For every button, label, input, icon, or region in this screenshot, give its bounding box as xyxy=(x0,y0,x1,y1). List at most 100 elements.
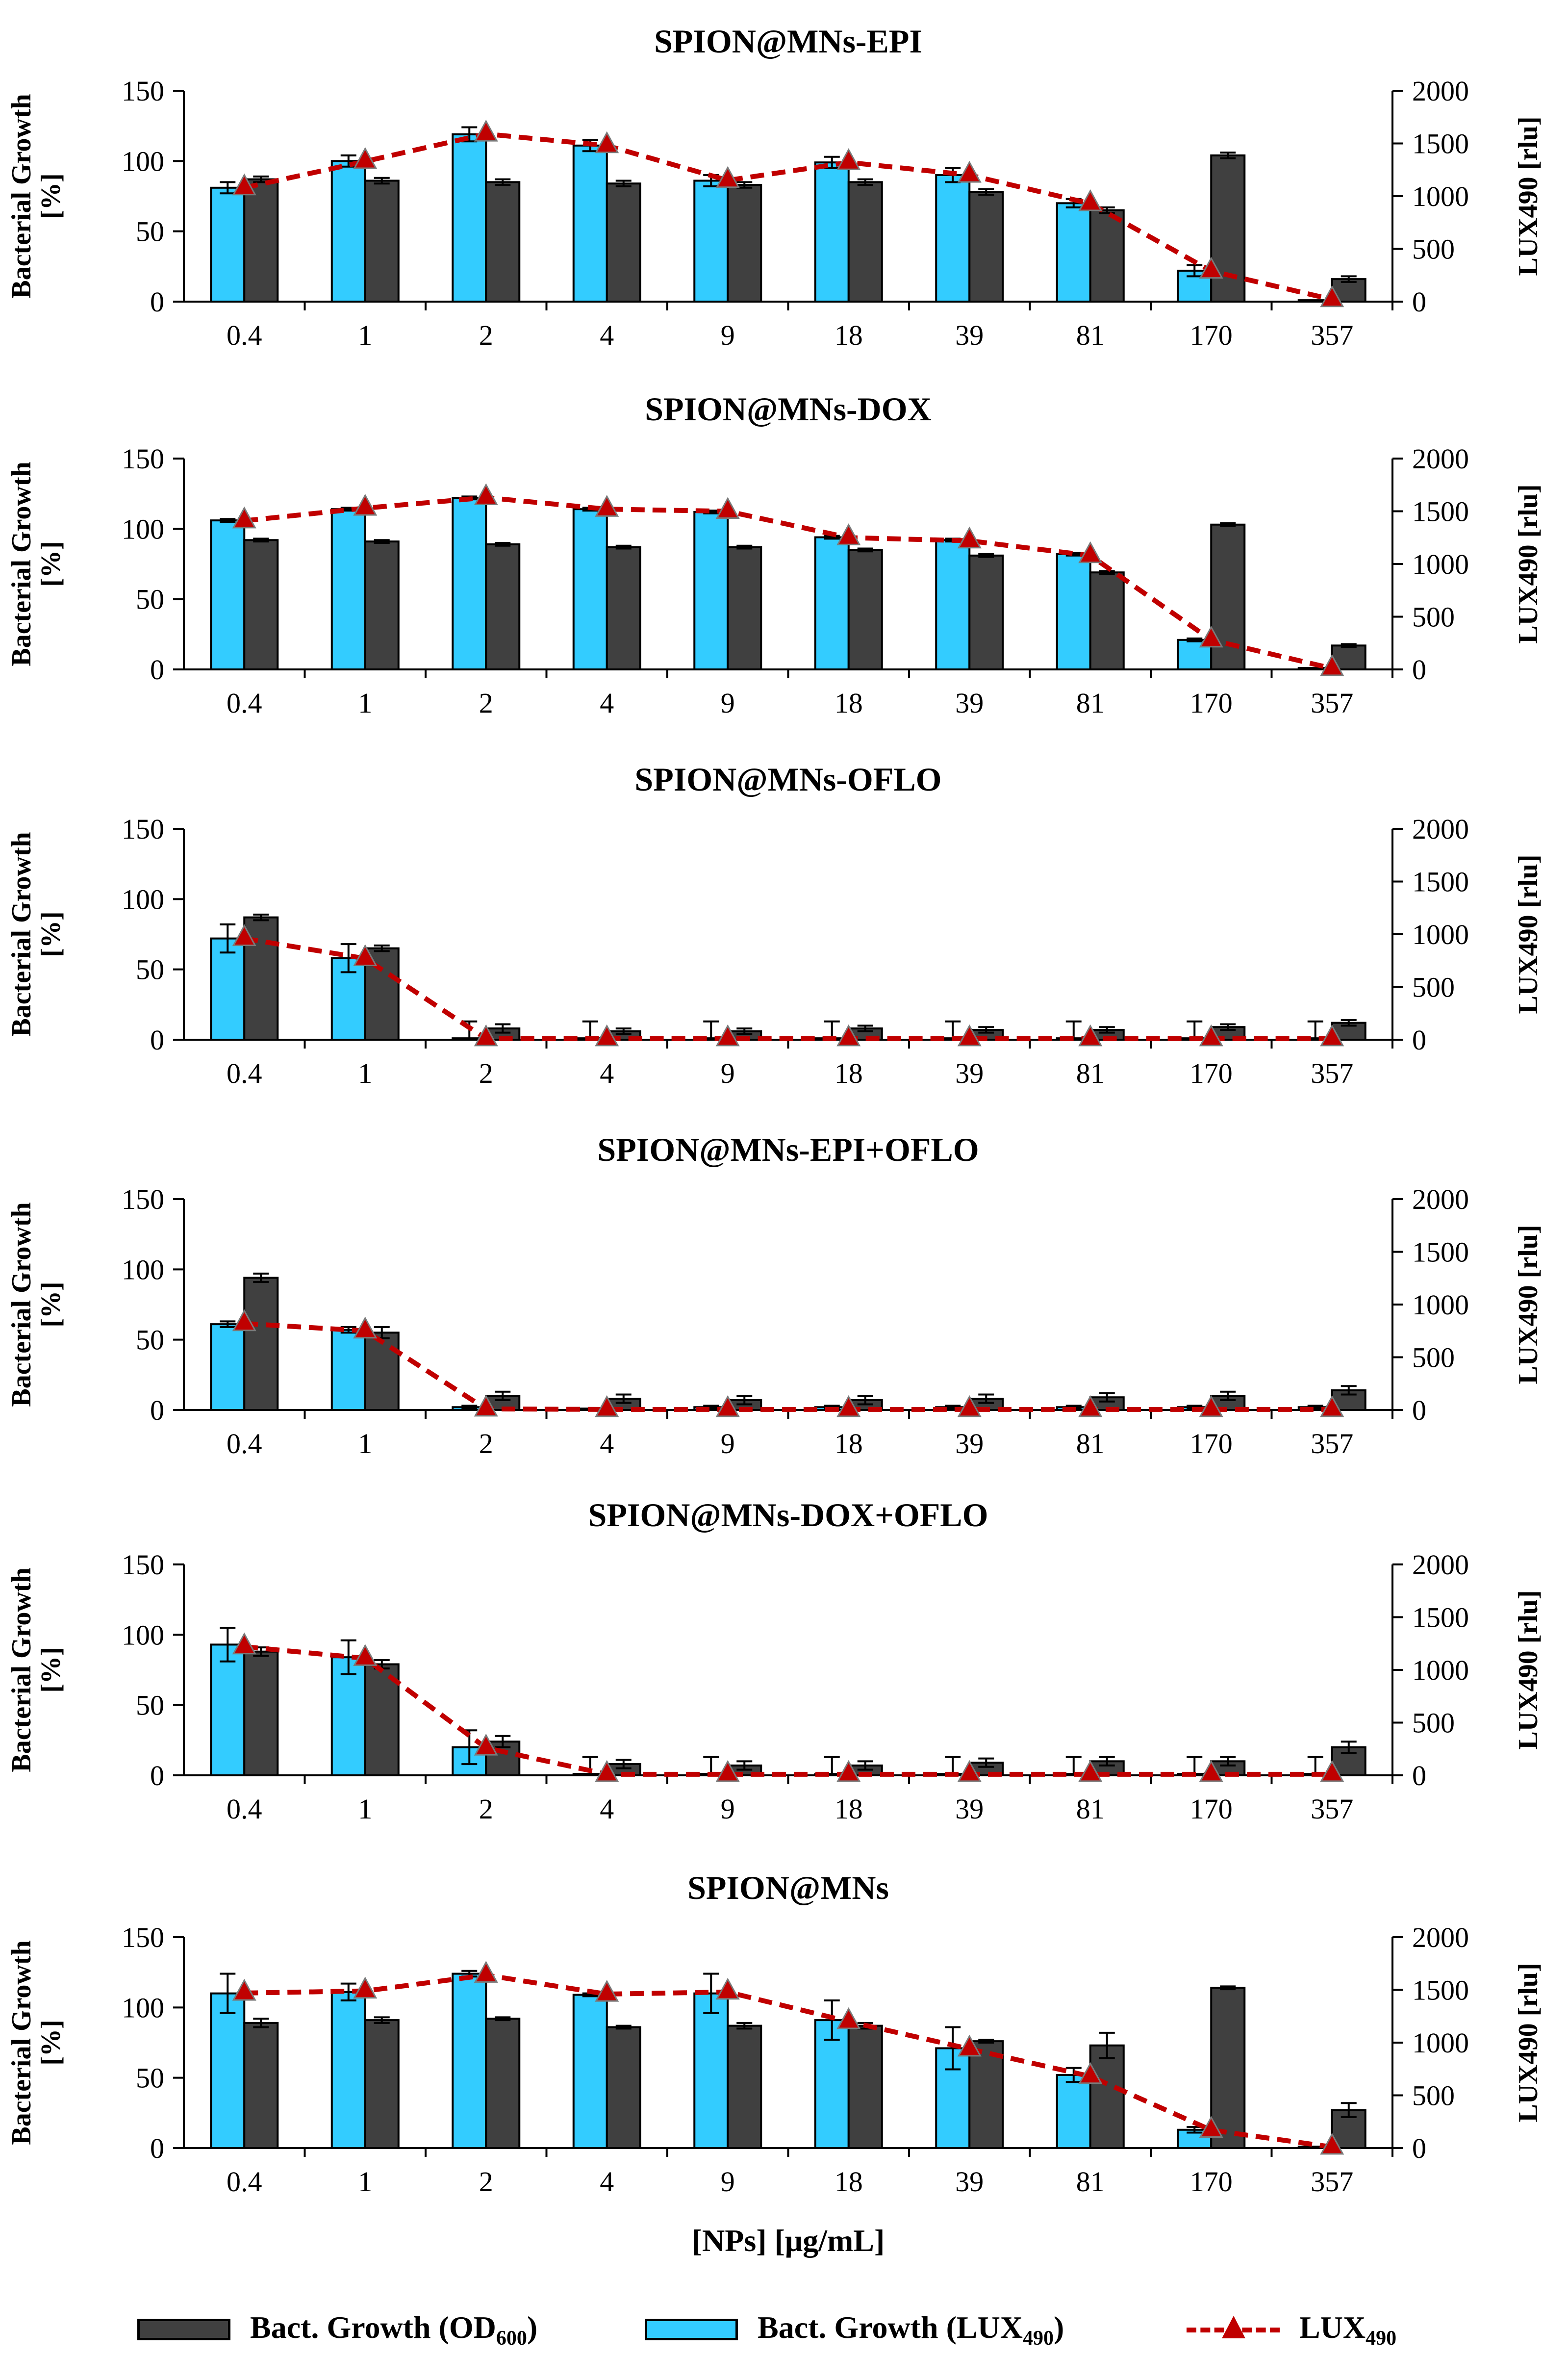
chart1-bar-lux xyxy=(452,133,487,303)
chart2-x-tick-label: 81 xyxy=(1076,687,1105,719)
chart1-x-tick-label: 170 xyxy=(1190,319,1233,351)
chart2-x-tick-label: 170 xyxy=(1190,687,1233,719)
chart3-y-tick-label: 100 xyxy=(122,883,164,915)
chart1-y2-tick-label: 500 xyxy=(1412,233,1455,265)
chart4-x-tick-label: 81 xyxy=(1076,1428,1105,1460)
chart2-lux-point xyxy=(1199,625,1223,648)
chart6-y-tick-label: 0 xyxy=(150,2132,164,2164)
chart2-bar-lux xyxy=(210,519,246,670)
chart6-x-tick-label: 39 xyxy=(955,2166,984,2198)
chart4-x-tick-label: 1 xyxy=(358,1428,372,1460)
legend-label-lux-bar: Bact. Growth (LUX490) xyxy=(758,2309,1064,2350)
chart5-x-tick-label: 81 xyxy=(1076,1793,1105,1825)
chart1-bar-od xyxy=(968,191,1004,303)
chart3-title: SPION@MNs-OFLO xyxy=(634,761,941,798)
chart2-bar-od xyxy=(243,539,279,671)
chart4-lux-point xyxy=(1199,1395,1223,1417)
chart5-title: SPION@MNs-DOX+OFLO xyxy=(588,1496,988,1534)
chart6-y2-tick-label: 0 xyxy=(1412,2132,1426,2164)
chart2-bar-od xyxy=(727,546,762,670)
chart4-y-label-unit: [%] xyxy=(36,1281,66,1327)
chart3-lux-point xyxy=(232,924,256,947)
chart5-y2-tick-label: 500 xyxy=(1412,1707,1455,1739)
chart6-bar-lux xyxy=(452,1972,487,2150)
legend-item-lux-line: LUX490 xyxy=(1187,2305,1396,2354)
chart6-y-label: Bacterial Growth xyxy=(6,1940,37,2145)
chart4-y2-tick-label: 500 xyxy=(1412,1342,1455,1374)
chart2-x-tick-label: 4 xyxy=(600,687,614,719)
chart2-bar-lux xyxy=(572,508,608,670)
chart2-x-tick-label: 1 xyxy=(358,687,372,719)
chart1-y2-label: LUX490 [rlu] xyxy=(1513,116,1543,276)
chart2-lux-point xyxy=(232,506,256,529)
chart4-lux-point xyxy=(232,1309,256,1332)
chart1-y-tick-label: 150 xyxy=(122,75,164,107)
chart2-lux-point xyxy=(353,493,378,516)
chart6-y2-tick-label: 2000 xyxy=(1412,1921,1469,1953)
chart4-bar-lux xyxy=(330,1329,366,1411)
chart6-x-tick-label: 0.4 xyxy=(227,2166,262,2198)
chart1-bar-od xyxy=(243,178,279,303)
chart6-x-tick-label: 357 xyxy=(1311,2166,1353,2198)
chart2-y2-tick-label: 1000 xyxy=(1412,548,1469,580)
chart2-bar-od xyxy=(364,540,400,670)
legend-item-od: Bact. Growth (OD600) xyxy=(137,2305,537,2354)
legend-swatch-lux-bar xyxy=(645,2319,738,2340)
chart3-y2-tick-label: 2000 xyxy=(1412,813,1469,845)
chart4-lux-point xyxy=(715,1395,740,1417)
chart4-bar-od xyxy=(243,1277,279,1411)
chart2-bar-lux xyxy=(452,497,487,670)
chart1-y2-tick-label: 1500 xyxy=(1412,128,1469,160)
chart4-bar-od xyxy=(364,1332,400,1411)
chart3-x-tick-label: 81 xyxy=(1076,1057,1105,1089)
chart6-title: SPION@MNs xyxy=(687,1869,889,1906)
chart5-lux-point xyxy=(232,1632,256,1655)
x-axis-label: [NPs] [μg/mL] xyxy=(692,2223,885,2258)
chart3-lux-point xyxy=(1199,1024,1223,1047)
chart3-x-tick-label: 170 xyxy=(1190,1057,1233,1089)
chart1-y-tick-label: 100 xyxy=(122,145,164,177)
chart1-bar-od xyxy=(606,182,641,303)
charts-svg: SPION@MNs-EPI0501001500500100015002000Ba… xyxy=(6,23,1543,2258)
chart6-lux-point xyxy=(474,1961,498,1983)
chart4-lux-line xyxy=(244,1321,1332,1412)
chart6-bar-lux xyxy=(330,1991,366,2150)
chart3-y2-label: LUX490 [rlu] xyxy=(1513,854,1543,1014)
chart3-y-tick-label: 150 xyxy=(122,813,164,845)
chart6-x-tick-label: 2 xyxy=(479,2166,493,2198)
chart3-x-tick-label: 4 xyxy=(600,1057,614,1089)
chart1-lux-point xyxy=(836,148,861,170)
chart2-bar-od xyxy=(847,549,883,671)
chart1-x-tick-label: 0.4 xyxy=(227,319,262,351)
chart3-lux-point xyxy=(474,1024,498,1047)
chart6-lux-point xyxy=(715,1977,740,2000)
chart6-lux-line xyxy=(244,1972,1333,2150)
chart5-x-tick-label: 39 xyxy=(955,1793,984,1825)
chart5-y-tick-label: 0 xyxy=(150,1760,164,1792)
legend: Bact. Growth (OD600) Bact. Growth (LUX49… xyxy=(0,2305,1568,2354)
chart6-y-tick-label: 150 xyxy=(122,1921,164,1953)
chart6-y-label-unit: [%] xyxy=(36,2020,66,2065)
chart4-y2-tick-label: 2000 xyxy=(1412,1183,1469,1215)
chart3-y-tick-label: 0 xyxy=(150,1024,164,1056)
chart6-bar-lux xyxy=(572,1994,608,2150)
chart1-bar-lux xyxy=(935,174,971,303)
chart3-y2-tick-label: 1500 xyxy=(1412,866,1469,898)
chart5-x-tick-label: 170 xyxy=(1190,1793,1233,1825)
chart6-y2-tick-label: 1500 xyxy=(1412,1974,1469,2006)
chart2-bar-od xyxy=(1089,571,1125,670)
chart3-bar-lux xyxy=(210,937,246,1041)
chart3-lux-point xyxy=(957,1024,982,1047)
chart6-x-tick-label: 1 xyxy=(358,2166,372,2198)
chart1-lux-point xyxy=(1078,189,1103,211)
chart1-x-tick-label: 18 xyxy=(835,319,863,351)
chart3-lux-point xyxy=(836,1024,861,1047)
chart1-bar-od xyxy=(364,179,400,303)
chart4-x-tick-label: 357 xyxy=(1311,1428,1353,1460)
chart6-bar-lux xyxy=(1056,2074,1091,2149)
chart6-x-tick-label: 81 xyxy=(1076,2166,1105,2198)
chart2-y2-tick-label: 2000 xyxy=(1412,443,1469,475)
chart1-lux-point xyxy=(1320,285,1344,307)
chart2-lux-line xyxy=(244,495,1333,671)
chart6-lux-point xyxy=(1320,2132,1344,2155)
